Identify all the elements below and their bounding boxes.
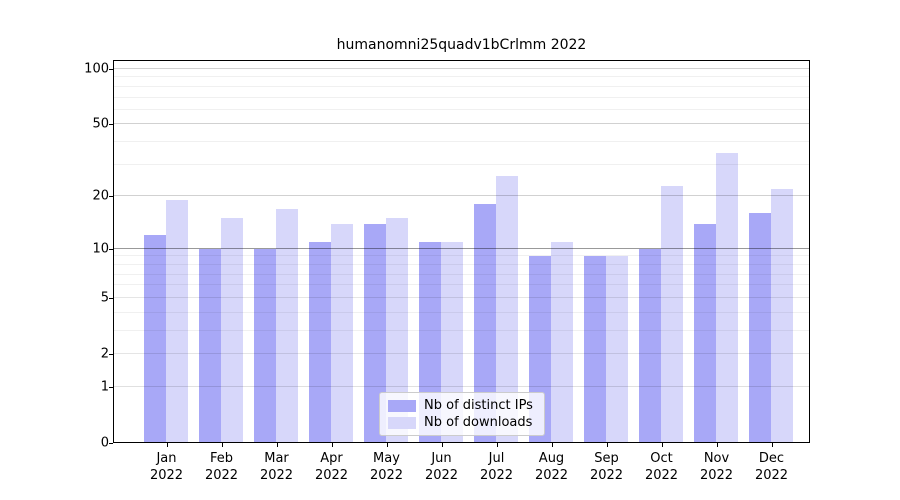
x-tick-label-aug: Aug 2022: [534, 451, 569, 483]
gridline-100: [113, 68, 810, 69]
gridline-90: [113, 76, 810, 78]
x-tick-mark-apr: [331, 443, 333, 447]
gridline-60: [113, 108, 810, 110]
x-tick-mark-oct: [661, 443, 663, 447]
gridline-2: [113, 353, 810, 354]
gridline-40: [113, 141, 810, 143]
bar-downloads-jul: [495, 175, 518, 443]
x-tick-mark-sep: [606, 443, 608, 447]
bar-distinct-ips-dec: [748, 213, 771, 443]
x-tick-label-jul: Jul 2022: [479, 451, 514, 483]
bar-downloads-aug: [550, 241, 573, 443]
gridline-80: [113, 85, 810, 87]
bar-downloads-jan: [165, 200, 188, 443]
x-tick-label-may: May 2022: [369, 451, 404, 483]
bar-distinct-ips-sep: [583, 256, 606, 443]
y-tick-mark-100: [109, 69, 113, 70]
y-tick-label-2: 2: [100, 346, 109, 362]
gridline-50: [113, 123, 810, 125]
y-tick-label-5: 5: [100, 290, 109, 306]
bar-distinct-ips-oct: [638, 248, 661, 443]
x-tick-label-dec: Dec 2022: [754, 451, 789, 483]
y-tick-label-1: 1: [100, 379, 109, 395]
gridline-30: [113, 163, 810, 165]
x-tick-label-jan: Jan 2022: [149, 451, 184, 483]
gridline-10: [113, 247, 810, 249]
legend-row-distinct-ips: Nb of distinct IPs: [388, 397, 536, 414]
x-tick-label-jun: Jun 2022: [424, 451, 459, 483]
y-tick-mark-0: [109, 443, 113, 444]
y-tick-mark-1: [109, 386, 113, 388]
bar-distinct-ips-may: [363, 223, 386, 443]
bar-distinct-ips-feb: [198, 248, 221, 443]
gridline-8: [113, 263, 810, 265]
x-tick-mark-mar: [276, 443, 278, 447]
legend-label-downloads: Nb of downloads: [424, 415, 533, 430]
x-tick-mark-jun: [441, 443, 443, 447]
gridline-1: [113, 385, 810, 387]
bar-distinct-ips-jul: [473, 204, 496, 443]
x-tick-mark-feb: [221, 443, 223, 447]
bar-downloads-feb: [220, 218, 243, 443]
x-tick-mark-may: [386, 443, 388, 447]
y-tick-mark-2: [109, 353, 113, 355]
x-tick-label-oct: Oct 2022: [644, 451, 679, 483]
x-tick-mark-dec: [771, 443, 773, 447]
y-tick-label-20: 20: [92, 188, 109, 204]
y-tick-label-100: 100: [84, 61, 109, 77]
y-tick-mark-50: [109, 124, 113, 126]
y-tick-label-10: 10: [92, 241, 109, 257]
bar-downloads-may: [385, 218, 408, 443]
gridline-3: [113, 329, 810, 331]
legend-swatch-distinct-ips: [388, 399, 416, 412]
y-tick-mark-10: [109, 248, 113, 250]
x-tick-label-sep: Sep 2022: [589, 451, 624, 483]
gridline-4: [113, 311, 810, 313]
x-tick-label-mar: Mar 2022: [259, 451, 294, 483]
x-tick-mark-jan: [166, 443, 168, 447]
x-tick-mark-jul: [496, 443, 498, 447]
chart-title: humanomni25quadv1bCrlmm 2022: [336, 37, 587, 53]
gridline-7: [113, 273, 810, 275]
bar-distinct-ips-mar: [253, 248, 276, 443]
x-tick-label-nov: Nov 2022: [699, 451, 734, 483]
bar-downloads-mar: [275, 208, 298, 443]
bar-distinct-ips-apr: [308, 241, 331, 443]
bar-downloads-dec: [770, 188, 793, 443]
gridline-9: [113, 255, 810, 257]
bar-distinct-ips-nov: [693, 223, 716, 443]
x-tick-label-feb: Feb 2022: [204, 451, 239, 483]
x-tick-label-apr: Apr 2022: [314, 451, 349, 483]
gridline-20: [113, 195, 810, 197]
y-tick-mark-5: [109, 297, 113, 299]
x-tick-mark-aug: [551, 443, 553, 447]
y-tick-label-50: 50: [92, 116, 109, 132]
gridline-6: [113, 284, 810, 286]
bar-downloads-sep: [605, 256, 628, 443]
bar-distinct-ips-jan: [143, 235, 166, 443]
legend-swatch-downloads: [388, 416, 416, 429]
gridline-5: [113, 296, 810, 298]
bar-downloads-nov: [715, 152, 738, 443]
legend-row-downloads: Nb of downloads: [388, 414, 536, 431]
plot-area: [113, 60, 810, 443]
legend: Nb of distinct IPs Nb of downloads: [379, 392, 545, 436]
legend-label-distinct-ips: Nb of distinct IPs: [424, 398, 533, 413]
bar-downloads-apr: [330, 223, 353, 443]
x-tick-mark-nov: [716, 443, 718, 447]
y-tick-mark-20: [109, 196, 113, 198]
gridline-70: [113, 96, 810, 98]
bar-downloads-oct: [660, 185, 683, 443]
y-tick-label-0: 0: [100, 435, 109, 451]
